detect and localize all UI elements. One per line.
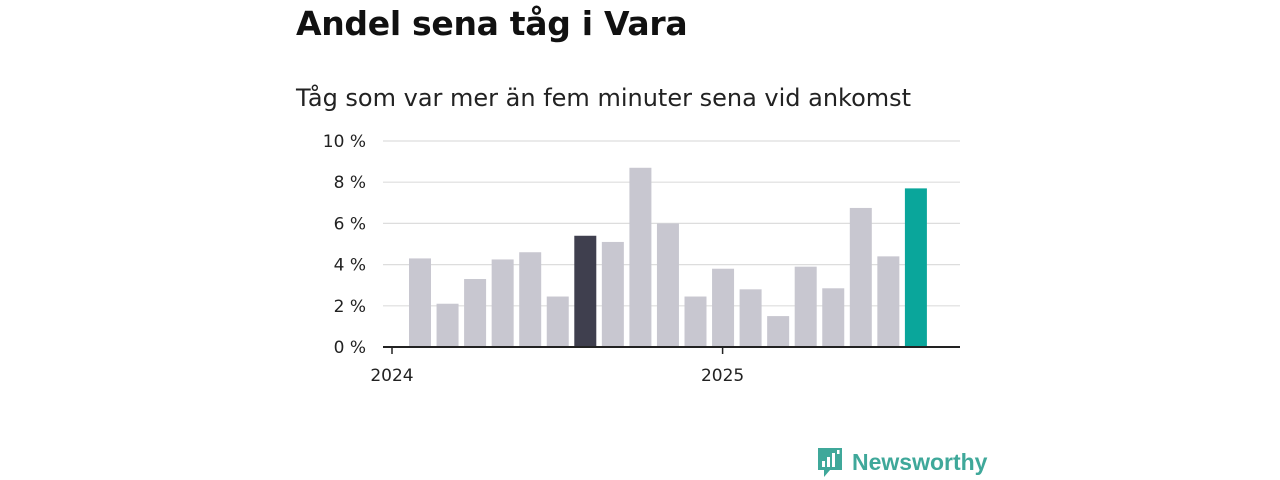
bar <box>877 256 900 347</box>
bar <box>904 188 927 347</box>
bar <box>767 316 790 347</box>
bar-chart: 0 % 2 % 4 % 6 % 8 % 10 % 2024 2025 <box>323 132 960 386</box>
bar-chart-logo-icon <box>818 448 842 477</box>
x-tick-label: 2025 <box>701 366 744 386</box>
bar <box>712 268 735 347</box>
y-tick-label: 8 % <box>334 173 366 193</box>
y-tick-label: 10 % <box>323 132 366 152</box>
brand-name: Newsworthy <box>852 448 988 475</box>
bar <box>849 207 872 347</box>
bar <box>684 296 707 347</box>
bar <box>629 167 652 347</box>
y-tick-label: 6 % <box>334 214 366 234</box>
x-tick-label: 2024 <box>370 366 413 386</box>
y-tick-label: 0 % <box>334 338 366 358</box>
chart-card: Andel sena tåg i Vara Tåg som var mer än… <box>296 0 996 480</box>
bar <box>794 266 817 347</box>
bar <box>739 289 762 347</box>
bar <box>409 258 431 347</box>
bar <box>546 296 569 347</box>
bar <box>519 252 542 347</box>
bar <box>656 223 679 347</box>
bar <box>822 288 845 347</box>
y-tick-label: 4 % <box>334 256 366 276</box>
bar <box>491 259 514 347</box>
y-tick-label: 2 % <box>334 297 366 317</box>
bar <box>574 235 597 347</box>
bar <box>436 303 459 347</box>
chart-subtitle: Tåg som var mer än fem minuter sena vid … <box>296 84 912 112</box>
newsworthy-brand: Newsworthy <box>816 446 987 478</box>
chart-title: Andel sena tåg i Vara <box>296 4 688 43</box>
bar <box>464 279 487 347</box>
bar <box>601 241 624 347</box>
